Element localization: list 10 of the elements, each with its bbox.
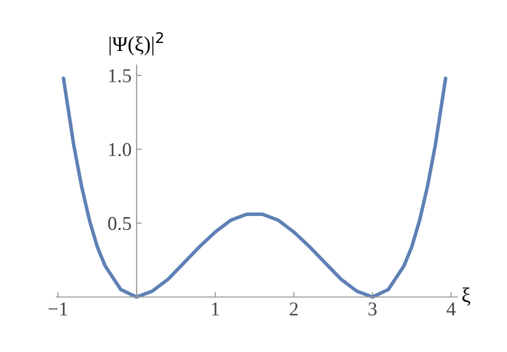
- y-tick-label: 1.0: [109, 143, 131, 156]
- y-tick-label: 1.5: [109, 69, 131, 82]
- x-tick-label: 3: [368, 302, 377, 316]
- x-tick-label: 2: [290, 302, 298, 316]
- x-axis-title: ξ: [462, 287, 470, 306]
- x-tick-label: 4: [446, 302, 456, 316]
- y-axis-title: |Ψ(ξ)|$^{2}$: [110, 32, 163, 56]
- y-tick-label: 0.5: [108, 216, 131, 230]
- x-tick-label: 1: [212, 302, 219, 316]
- x-tick-label: −1: [48, 302, 68, 316]
